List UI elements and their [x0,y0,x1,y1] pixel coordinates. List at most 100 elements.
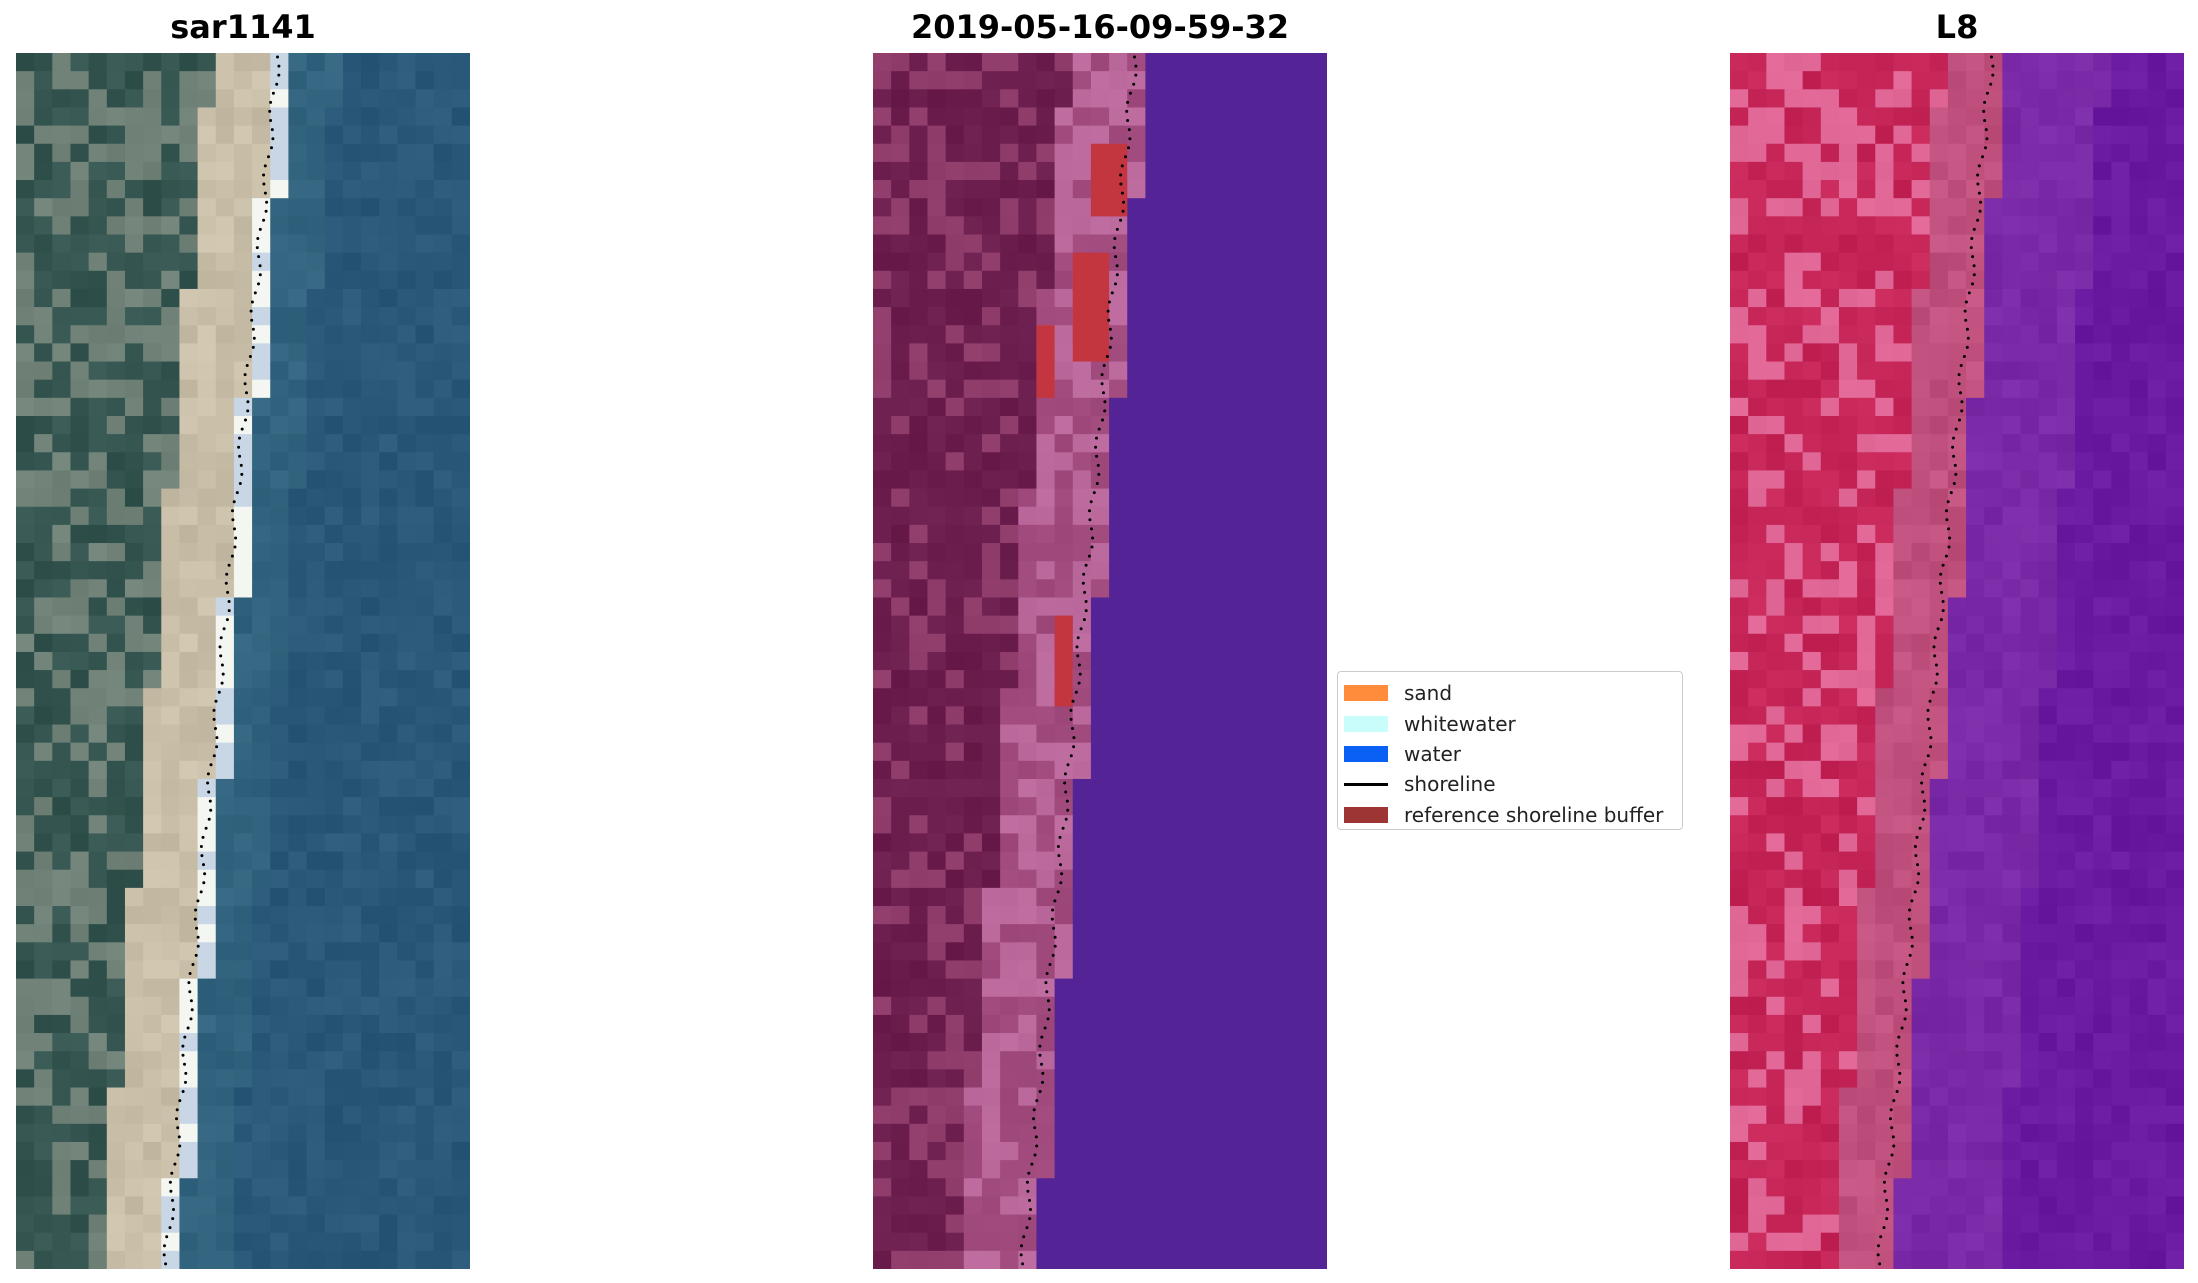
image-pixel [1254,778,1274,798]
image-pixel [1199,1105,1219,1125]
image-pixel [2165,252,2184,272]
image-pixel [397,651,417,671]
image-pixel [161,452,181,472]
image-pixel [1254,216,1274,236]
image-pixel [179,942,199,962]
image-pixel [306,488,326,508]
image-pixel [1054,942,1074,962]
image-pixel [1254,543,1274,562]
image-pixel [1000,706,1019,726]
image-pixel [2111,434,2131,453]
image-pixel [2038,198,2058,217]
image-pixel [1875,760,1895,780]
image-pixel [909,778,929,798]
image-pixel [2165,161,2184,181]
image-pixel [1145,1105,1165,1125]
image-pixel [2002,53,2022,72]
image-pixel [2111,379,2131,399]
image-pixel [1127,415,1146,435]
shoreline-dot [270,146,273,150]
image-pixel [70,561,90,580]
image-pixel [70,488,90,508]
image-pixel [1748,198,1767,217]
image-pixel [179,670,199,689]
image-pixel [2111,180,2131,199]
image-pixel [288,71,308,90]
image-pixel [1308,651,1327,671]
shoreline-dot [257,282,260,286]
image-pixel [1947,670,1967,689]
image-pixel [1802,198,1822,217]
image-pixel [379,760,398,780]
image-pixel [288,906,308,925]
image-pixel [873,996,892,1016]
image-pixel [70,1014,90,1034]
image-pixel [397,198,417,217]
image-pixel [361,996,380,1016]
image-pixel [1838,615,1858,635]
image-pixel [270,270,289,290]
image-pixel [1911,288,1931,308]
image-pixel [1290,434,1310,453]
image-pixel [891,887,910,907]
image-pixel [288,397,308,417]
image-pixel [1748,670,1767,689]
image-pixel [1784,869,1804,889]
image-pixel [306,343,326,363]
image-pixel [1838,597,1858,617]
shoreline-dot [218,645,222,649]
image-pixel [891,670,910,689]
image-pixel [981,1069,1001,1089]
image-pixel [1072,1014,1092,1034]
image-pixel [1236,797,1255,816]
image-pixel [2111,89,2131,109]
image-pixel [1163,506,1183,526]
image-pixel [1254,670,1274,689]
image-pixel [451,597,470,617]
image-pixel [927,1033,947,1052]
image-pixel [873,543,892,562]
image-pixel [1929,651,1949,671]
image-pixel [215,325,235,344]
image-pixel [1199,996,1219,1016]
image-pixel [981,778,1001,798]
image-pixel [451,1141,470,1161]
image-pixel [124,633,144,653]
image-pixel [981,524,1001,544]
image-pixel [1911,325,1931,344]
image-pixel [1748,71,1767,90]
image-pixel [2165,452,2184,472]
image-pixel [1820,89,1840,109]
image-pixel [415,633,435,653]
image-pixel [433,1232,453,1252]
image-pixel [1127,125,1146,145]
image-pixel [945,633,965,653]
image-pixel [2111,579,2131,599]
image-pixel [1929,561,1949,580]
shoreline-dot [221,672,225,676]
image-pixel [306,379,326,399]
image-pixel [1072,670,1092,689]
image-pixel [2111,815,2131,835]
image-pixel [1218,960,1237,980]
image-pixel [873,906,892,925]
image-pixel [1875,252,1895,272]
image-pixel [1820,833,1840,853]
image-pixel [1875,651,1895,671]
image-pixel [161,470,181,490]
image-pixel [1054,1214,1074,1234]
image-pixel [397,1141,417,1161]
image-pixel [1766,71,1786,90]
image-pixel [927,361,947,381]
image-pixel [161,107,181,127]
image-pixel [963,1141,983,1161]
image-pixel [1838,651,1858,671]
image-pixel [1766,579,1786,599]
image-pixel [1911,688,1931,707]
image-pixel [16,71,35,90]
image-pixel [70,706,90,726]
image-pixel [1127,1087,1146,1107]
image-pixel [306,434,326,453]
shoreline-dot [243,373,247,377]
image-pixel [197,1141,217,1161]
